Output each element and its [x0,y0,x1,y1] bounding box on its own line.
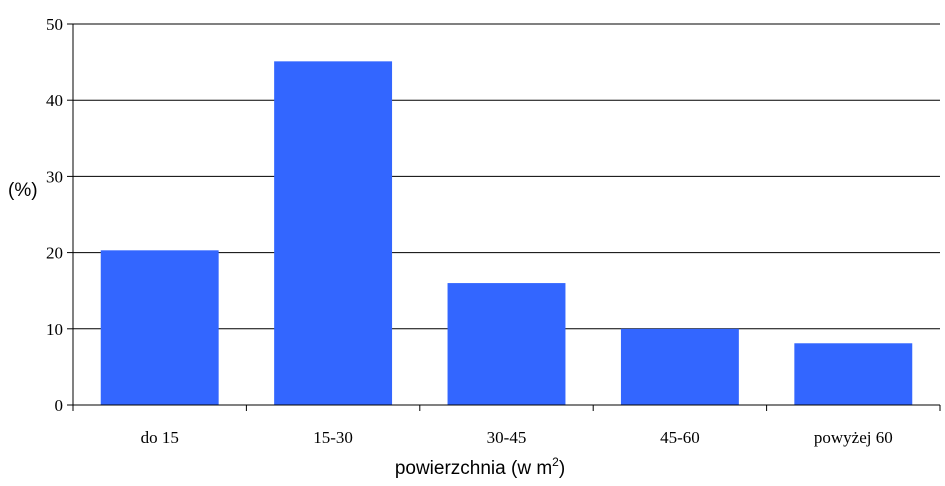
y-axis-label: (%) [8,180,38,201]
x-tick-label-3: 30-45 [487,428,527,447]
y-axis-ticks: 0 10 20 30 40 50 [46,15,73,415]
bar-5 [794,343,913,405]
x-tick-label-4: 45-60 [660,428,700,447]
x-tick-label-2: 15-30 [313,428,353,447]
x-tick-label-5: powyżej 60 [814,428,893,447]
y-tick-label-0: 0 [55,396,64,415]
bar-3 [447,283,566,405]
x-axis-label-suffix: ) [559,458,565,479]
y-tick-label-30: 30 [46,167,63,186]
y-tick-label-40: 40 [46,91,63,110]
x-axis-ticks: do 15 15-30 30-45 45-60 powyżej 60 [72,405,941,447]
axes [72,24,940,406]
x-axis-label: powierzchnia (w m2) [395,455,565,479]
x-tick-label-1: do 15 [141,428,179,447]
x-axis-label-superscript: 2 [552,455,559,469]
bar-2 [274,61,393,405]
y-tick-label-10: 10 [46,320,63,339]
y-tick-label-50: 50 [46,15,63,34]
bar-1 [100,250,219,405]
bar-4 [620,328,739,405]
y-tick-label-20: 20 [46,244,63,263]
x-axis-label-text: powierzchnia (w m [395,458,552,479]
bars [100,61,913,405]
